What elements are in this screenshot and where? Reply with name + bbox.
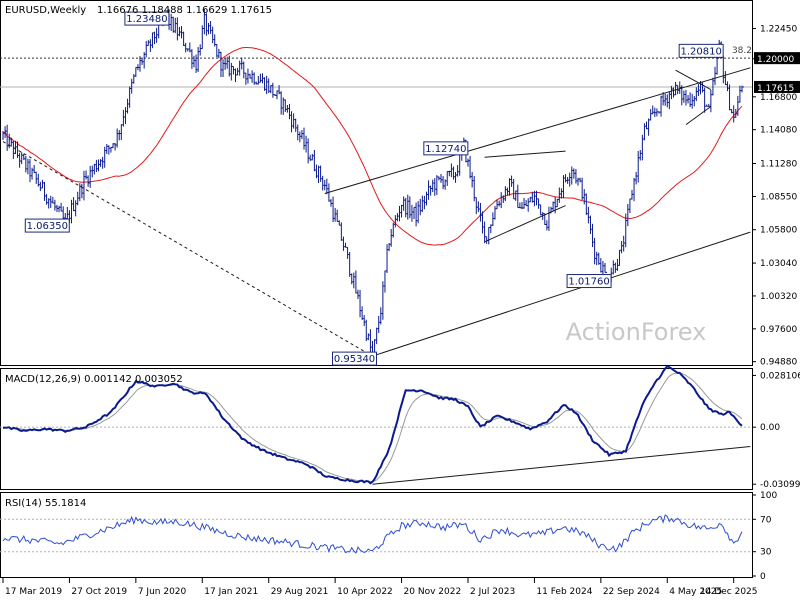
macd-axis-label: -0.03099 [760,480,800,490]
level-label: 1.20000 [757,55,794,65]
current-price-box [754,80,800,93]
price-axis-label: 1.08550 [760,192,797,202]
rsi-axis-label: 0 [760,572,766,582]
trendline [484,150,566,158]
trendline [484,205,566,243]
price-annotation-box [124,11,170,26]
price-annotation: 1.23480 [126,14,167,25]
price-annotation-box [566,274,612,289]
price-axis-label: 1.22450 [760,25,797,35]
trendline [2,141,373,357]
macd-pane-frame [0,368,753,490]
price-annotation: 1.12740 [425,144,466,155]
price-annotation-box [678,43,724,58]
time-axis-label: 27 Oct 2019 [71,587,127,597]
price-axis-label: 1.05800 [760,226,797,236]
time-axis-label: 17 Mar 2019 [5,587,62,597]
rsi-axis-label: 100 [760,491,777,501]
time-axis-label: 22 Sep 2024 [603,587,660,597]
macd-pane: MACD(12,26,9) 0.001142 0.003052 0.028106… [0,364,800,490]
time-axis: 17 Mar 2019 27 Oct 2019 7 Jun 2020 17 Jan 2… [2,578,758,597]
price-axis-label: 1.03040 [760,259,797,269]
price-axis-label: 1.11280 [760,160,797,170]
price-annotation-box [423,141,469,156]
level-label-box [754,52,800,65]
price-annotation-box [332,351,377,366]
price-axis-label: 0.97600 [760,325,797,335]
price-annotation-box [24,218,70,233]
time-axis-label: 17 Jan 2021 [204,587,258,597]
watermark: ActionForex [566,318,707,346]
trendline [675,69,712,90]
time-axis-label: 11 Feb 2024 [536,587,592,597]
time-axis-label: 7 Jun 2020 [138,587,187,597]
chart-title: EURUSD,Weekly [5,5,86,16]
trendline [372,231,751,357]
rsi-title: RSI(14) 55.1814 [5,498,86,509]
rsi-line [2,514,743,554]
time-axis-label: 2 Jul 2023 [470,587,515,597]
price-axis-label: 1.14080 [760,126,797,136]
moving-average-line [2,47,743,246]
price-annotation: 1.01760 [568,277,609,288]
time-axis-label: 29 Aug 2021 [271,587,329,597]
time-axis-label: 14 Dec 2025 [700,587,758,597]
time-axis-label: 20 Nov 2022 [404,587,462,597]
trendline [685,106,712,125]
price-axis-label: 1.16800 [760,93,797,103]
time-axis-label: 10 Apr 2022 [337,587,393,597]
rsi-axis-label: 30 [760,548,772,558]
macd-title: MACD(12,26,9) 0.001142 0.003052 [5,374,183,385]
fib-label: 38.2 [732,46,752,56]
rsi-pane: RSI(14) 55.1814 100 70 30 0 [0,491,777,582]
price-annotation: 1.20810 [680,46,721,57]
rsi-axis-label: 70 [760,515,772,525]
macd-line [3,364,743,485]
macd-axis-label: 0.00 [760,423,780,433]
macd-trendline [372,445,751,485]
trendline [324,67,751,194]
price-pane: ActionForex 1.23480 1.06350 1.12740 0.95340… [0,0,800,368]
rsi-pane-frame [0,492,753,578]
current-price-label: 1.17615 [757,84,794,94]
price-axis-label: 1.00320 [760,292,797,302]
price-annotation: 0.95340 [334,354,375,365]
price-annotation: 1.06350 [27,221,68,232]
price-axis-label: 0.94880 [760,358,797,368]
ohlc-header: 1.16676 1.18488 1.16629 1.17615 [97,5,272,16]
time-axis-label: 4 May 2025 [669,587,722,597]
macd-axis-label: 0.028106 [760,371,800,381]
